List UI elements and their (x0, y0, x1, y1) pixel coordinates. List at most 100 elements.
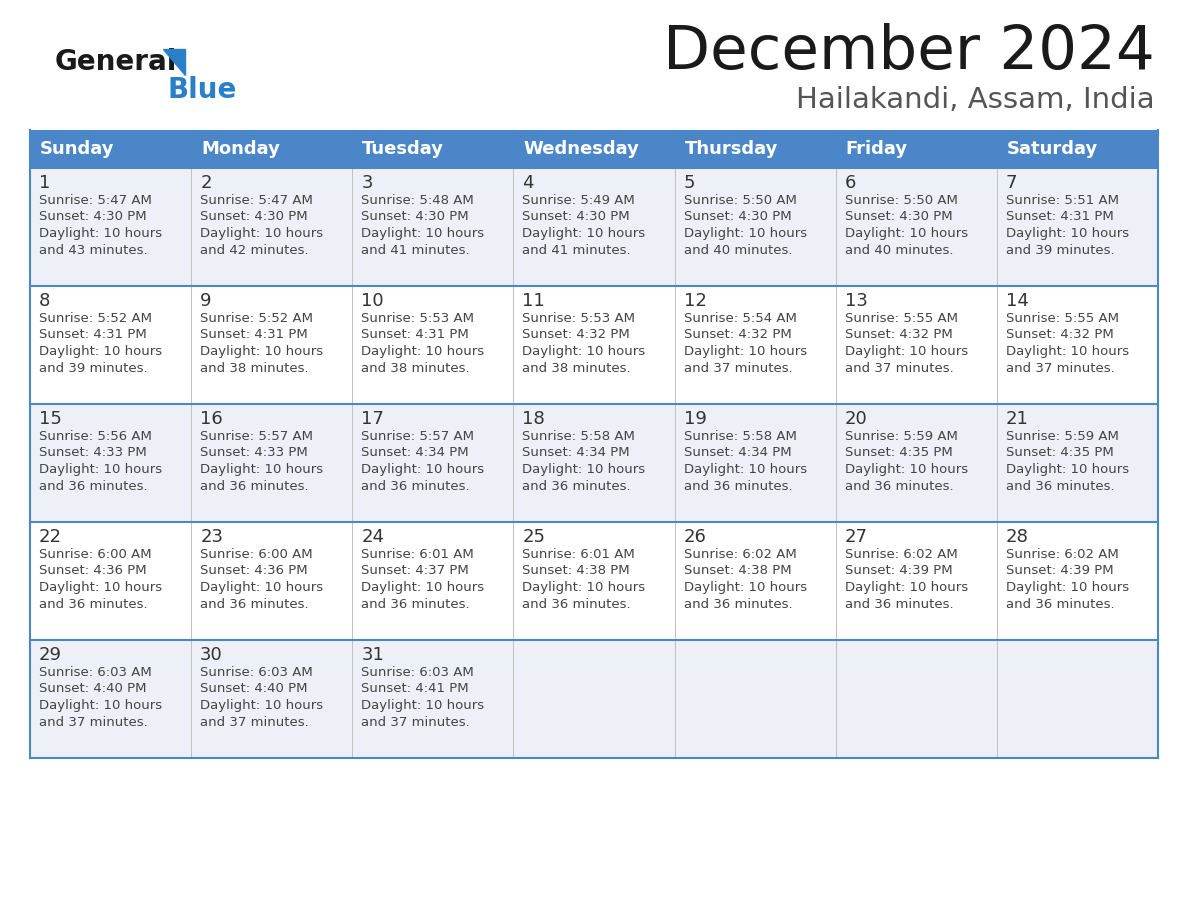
Text: Sunrise: 5:48 AM: Sunrise: 5:48 AM (361, 194, 474, 207)
Text: Sunrise: 5:50 AM: Sunrise: 5:50 AM (683, 194, 796, 207)
Text: 16: 16 (200, 410, 223, 428)
Text: Sunset: 4:39 PM: Sunset: 4:39 PM (1006, 565, 1113, 577)
Text: Sunset: 4:38 PM: Sunset: 4:38 PM (523, 565, 630, 577)
Text: Sunset: 4:34 PM: Sunset: 4:34 PM (361, 446, 469, 460)
Text: and 36 minutes.: and 36 minutes. (845, 598, 953, 610)
Text: Sunrise: 6:02 AM: Sunrise: 6:02 AM (683, 548, 796, 561)
Text: and 36 minutes.: and 36 minutes. (1006, 598, 1114, 610)
Text: and 38 minutes.: and 38 minutes. (523, 362, 631, 375)
Text: Sunset: 4:31 PM: Sunset: 4:31 PM (200, 329, 308, 341)
Text: 11: 11 (523, 292, 545, 310)
Text: Blue: Blue (168, 76, 236, 104)
Text: 22: 22 (39, 528, 62, 546)
Text: 3: 3 (361, 174, 373, 192)
Text: and 39 minutes.: and 39 minutes. (39, 362, 147, 375)
Text: and 41 minutes.: and 41 minutes. (361, 243, 470, 256)
Text: Daylight: 10 hours: Daylight: 10 hours (200, 699, 323, 712)
Text: 23: 23 (200, 528, 223, 546)
Text: Daylight: 10 hours: Daylight: 10 hours (845, 581, 968, 594)
Text: Sunrise: 5:59 AM: Sunrise: 5:59 AM (1006, 430, 1119, 443)
Text: Sunrise: 5:58 AM: Sunrise: 5:58 AM (683, 430, 796, 443)
Text: 28: 28 (1006, 528, 1029, 546)
Text: Sunrise: 5:55 AM: Sunrise: 5:55 AM (1006, 312, 1119, 325)
Text: Sunset: 4:34 PM: Sunset: 4:34 PM (683, 446, 791, 460)
Text: and 36 minutes.: and 36 minutes. (683, 598, 792, 610)
Text: 20: 20 (845, 410, 867, 428)
Text: 1: 1 (39, 174, 50, 192)
Text: Daylight: 10 hours: Daylight: 10 hours (361, 699, 485, 712)
Text: Sunset: 4:36 PM: Sunset: 4:36 PM (39, 565, 146, 577)
Text: 15: 15 (39, 410, 62, 428)
Text: Sunrise: 5:50 AM: Sunrise: 5:50 AM (845, 194, 958, 207)
Text: General: General (55, 48, 177, 76)
Text: 13: 13 (845, 292, 867, 310)
Text: 4: 4 (523, 174, 533, 192)
Text: Sunrise: 5:57 AM: Sunrise: 5:57 AM (200, 430, 314, 443)
Text: Sunset: 4:40 PM: Sunset: 4:40 PM (200, 682, 308, 696)
Text: and 37 minutes.: and 37 minutes. (361, 715, 470, 729)
Text: 10: 10 (361, 292, 384, 310)
Text: Daylight: 10 hours: Daylight: 10 hours (845, 227, 968, 240)
Text: 26: 26 (683, 528, 707, 546)
Text: Sunset: 4:34 PM: Sunset: 4:34 PM (523, 446, 630, 460)
Text: Sunset: 4:30 PM: Sunset: 4:30 PM (39, 210, 146, 223)
Text: Daylight: 10 hours: Daylight: 10 hours (523, 581, 645, 594)
Text: Tuesday: Tuesday (362, 140, 444, 158)
Text: and 37 minutes.: and 37 minutes. (1006, 362, 1114, 375)
Text: Daylight: 10 hours: Daylight: 10 hours (1006, 581, 1129, 594)
Text: Sunset: 4:40 PM: Sunset: 4:40 PM (39, 682, 146, 696)
Text: Sunrise: 5:52 AM: Sunrise: 5:52 AM (200, 312, 314, 325)
Text: Daylight: 10 hours: Daylight: 10 hours (1006, 227, 1129, 240)
Text: Daylight: 10 hours: Daylight: 10 hours (523, 227, 645, 240)
Text: Sunrise: 5:49 AM: Sunrise: 5:49 AM (523, 194, 636, 207)
Text: Daylight: 10 hours: Daylight: 10 hours (683, 345, 807, 358)
Text: Daylight: 10 hours: Daylight: 10 hours (683, 463, 807, 476)
Text: Daylight: 10 hours: Daylight: 10 hours (200, 581, 323, 594)
Text: and 36 minutes.: and 36 minutes. (1006, 479, 1114, 492)
Text: 6: 6 (845, 174, 857, 192)
Text: Sunset: 4:41 PM: Sunset: 4:41 PM (361, 682, 469, 696)
Bar (30, 404, 1158, 522)
Text: Sunset: 4:31 PM: Sunset: 4:31 PM (1006, 210, 1113, 223)
Text: Friday: Friday (846, 140, 908, 158)
Text: Daylight: 10 hours: Daylight: 10 hours (39, 463, 162, 476)
Text: Sunrise: 6:02 AM: Sunrise: 6:02 AM (1006, 548, 1119, 561)
Text: 14: 14 (1006, 292, 1029, 310)
Text: 19: 19 (683, 410, 707, 428)
Text: Daylight: 10 hours: Daylight: 10 hours (200, 463, 323, 476)
Text: Sunrise: 5:47 AM: Sunrise: 5:47 AM (39, 194, 152, 207)
Text: Daylight: 10 hours: Daylight: 10 hours (361, 227, 485, 240)
Text: Daylight: 10 hours: Daylight: 10 hours (683, 227, 807, 240)
Text: Sunset: 4:32 PM: Sunset: 4:32 PM (683, 329, 791, 341)
Text: Sunrise: 6:03 AM: Sunrise: 6:03 AM (361, 666, 474, 679)
Text: Sunset: 4:35 PM: Sunset: 4:35 PM (1006, 446, 1113, 460)
Text: and 36 minutes.: and 36 minutes. (523, 598, 631, 610)
Text: 12: 12 (683, 292, 707, 310)
Text: Sunrise: 5:58 AM: Sunrise: 5:58 AM (523, 430, 636, 443)
Text: 21: 21 (1006, 410, 1029, 428)
Text: December 2024: December 2024 (663, 23, 1155, 82)
Text: Sunset: 4:33 PM: Sunset: 4:33 PM (39, 446, 147, 460)
Text: Sunrise: 6:02 AM: Sunrise: 6:02 AM (845, 548, 958, 561)
Text: Daylight: 10 hours: Daylight: 10 hours (1006, 463, 1129, 476)
Text: Sunrise: 6:00 AM: Sunrise: 6:00 AM (39, 548, 152, 561)
Text: and 36 minutes.: and 36 minutes. (683, 479, 792, 492)
Text: Daylight: 10 hours: Daylight: 10 hours (39, 699, 162, 712)
Text: Sunset: 4:30 PM: Sunset: 4:30 PM (361, 210, 469, 223)
Text: Sunrise: 6:00 AM: Sunrise: 6:00 AM (200, 548, 312, 561)
Text: 9: 9 (200, 292, 211, 310)
Text: 25: 25 (523, 528, 545, 546)
Text: Sunrise: 5:57 AM: Sunrise: 5:57 AM (361, 430, 474, 443)
Text: and 36 minutes.: and 36 minutes. (523, 479, 631, 492)
Text: Sunrise: 5:52 AM: Sunrise: 5:52 AM (39, 312, 152, 325)
Text: and 38 minutes.: and 38 minutes. (200, 362, 309, 375)
Text: 31: 31 (361, 646, 384, 664)
Text: Sunrise: 5:56 AM: Sunrise: 5:56 AM (39, 430, 152, 443)
Polygon shape (163, 49, 185, 75)
Text: Daylight: 10 hours: Daylight: 10 hours (845, 345, 968, 358)
Text: Daylight: 10 hours: Daylight: 10 hours (200, 345, 323, 358)
Text: Sunrise: 5:53 AM: Sunrise: 5:53 AM (523, 312, 636, 325)
Text: and 37 minutes.: and 37 minutes. (683, 362, 792, 375)
Text: 18: 18 (523, 410, 545, 428)
Text: and 38 minutes.: and 38 minutes. (361, 362, 470, 375)
